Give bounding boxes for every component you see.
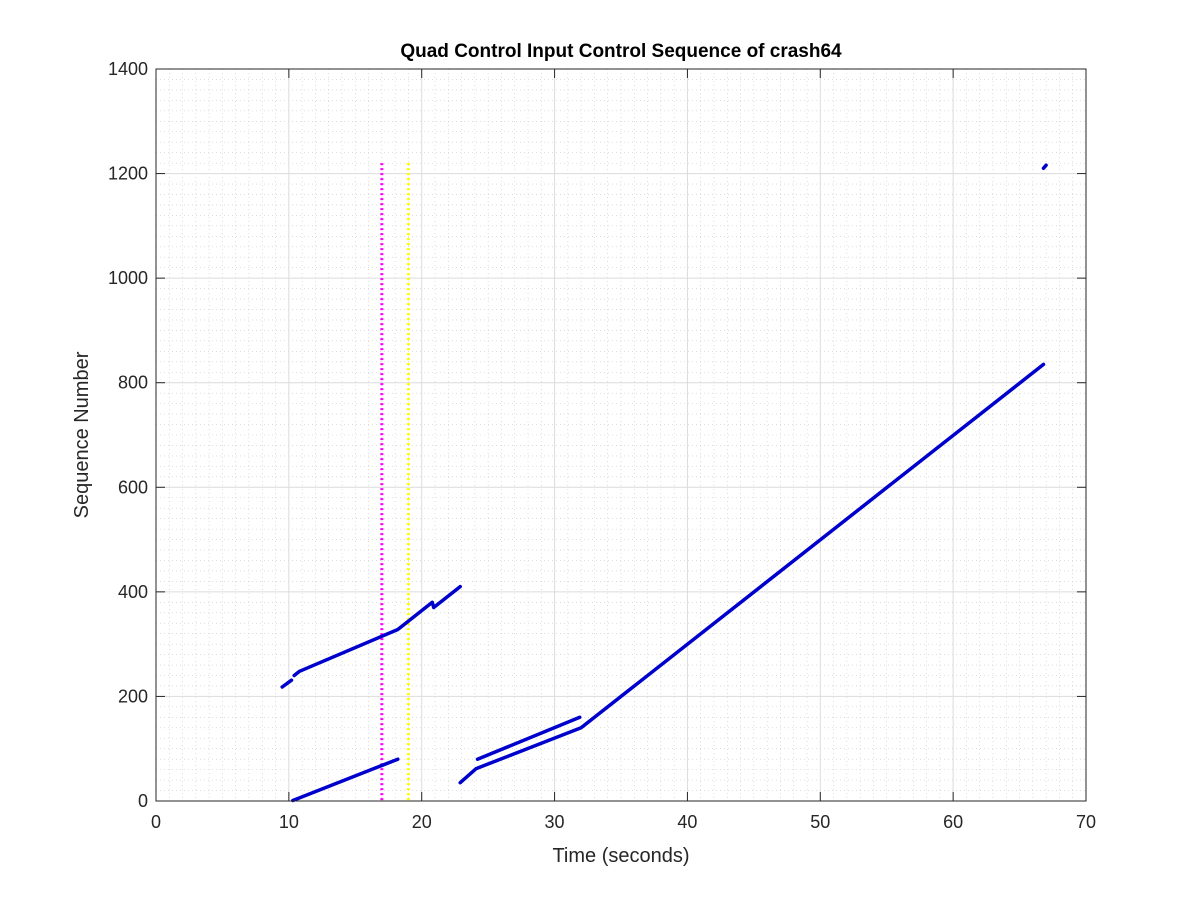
series-segment-3 — [291, 757, 400, 803]
series-segment-1 — [280, 678, 294, 689]
tick-labels: 0 10 20 30 40 50 60 70 0 200 400 600 800 1000 1200 1400 — [108, 59, 1096, 832]
y-tick-label: 0 — [138, 791, 148, 811]
y-tick-label: 1000 — [108, 268, 148, 288]
x-tick-label: 20 — [412, 812, 432, 832]
event-markers — [380, 163, 410, 801]
x-tick-label: 50 — [810, 812, 830, 832]
y-tick-label: 1400 — [108, 59, 148, 79]
series-segment-4 — [458, 362, 1046, 785]
data-series — [280, 163, 1048, 803]
x-axis-label: Time (seconds) — [552, 845, 689, 867]
y-axis-label: Sequence Number — [71, 351, 93, 518]
x-tick-label: 70 — [1076, 812, 1096, 832]
x-tick-label: 0 — [151, 812, 161, 832]
chart-title: Quad Control Input Control Sequence of c… — [400, 41, 842, 62]
plot-border — [155, 68, 1087, 802]
x-tick-label: 30 — [545, 812, 565, 832]
y-tick-label: 800 — [118, 373, 148, 393]
minor-grid — [156, 69, 1086, 801]
series-segment-2 — [292, 584, 462, 678]
y-tick-label: 400 — [118, 582, 148, 602]
x-tick-label: 10 — [279, 812, 299, 832]
series-segment-5 — [475, 715, 582, 761]
y-tick-label: 200 — [118, 686, 148, 706]
x-tick-label: 40 — [677, 812, 697, 832]
series-segment-6 — [1041, 163, 1048, 171]
y-tick-label: 600 — [118, 477, 148, 497]
x-tick-label: 60 — [943, 812, 963, 832]
y-tick-label: 1200 — [108, 164, 148, 184]
axis-ticks — [155, 68, 1087, 802]
